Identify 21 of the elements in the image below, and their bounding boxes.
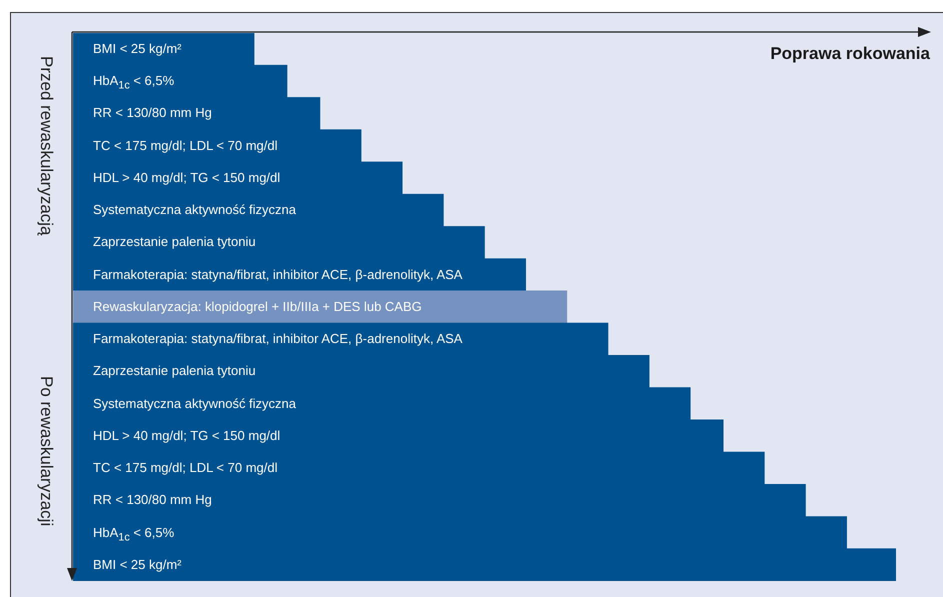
y-tick-label: RR < 130/80 mm Hg — [93, 491, 212, 510]
y-tick-label: RR < 130/80 mm Hg — [93, 104, 212, 122]
y-tick-label: Systematyczna aktywność fizyczna — [93, 201, 296, 220]
y-tick-label: Farmakoterapia: statyna/fibrat, inhibitor ACE, β-adrenolityk, ASA — [93, 330, 462, 348]
x-axis-title: Poprawa rokowania — [770, 44, 930, 64]
text: Przed rewaskularyzacją — [36, 56, 56, 236]
y-tick-label: Zaprzestanie palenia tytoniu — [93, 362, 256, 380]
y-tick-label: BMI < 25 kg/m² — [93, 40, 182, 58]
y-tick-label: Systematyczna aktywność fizyczna — [93, 394, 296, 413]
bar — [73, 290, 568, 324]
y-tick-label: TC < 175 mg/dl; LDL < 70 mg/dl — [93, 136, 278, 155]
y-tick-label: HbA$_{1c}$ < 6,5% — [93, 72, 174, 94]
y-tick-label: Rewaskularyzacja: klopidogrel + IIb/IIIa + DES lub CABG — [93, 298, 422, 316]
y-tick-label: Zaprzestanie palenia tytoniu — [93, 233, 256, 252]
y-tick-label: TC < 175 mg/dl; LDL < 70 mg/dl — [93, 459, 278, 478]
y-tick-label: HDL > 40 mg/dl; TG < 150 mg/dl — [93, 426, 280, 445]
text: Po rewaskularyzacji — [36, 376, 56, 526]
y-tick-label: HDL > 40 mg/dl; TG < 150 mg/dl — [93, 168, 280, 187]
y-tick-label: Farmakoterapia: statyna/fibrat, inhibitor ACE, β-adrenolityk, ASA — [93, 266, 462, 284]
y-tick-label: BMI < 25 kg/m² — [93, 556, 182, 574]
y-tick-label: HbA$_{1c}$ < 6,5% — [93, 524, 174, 546]
